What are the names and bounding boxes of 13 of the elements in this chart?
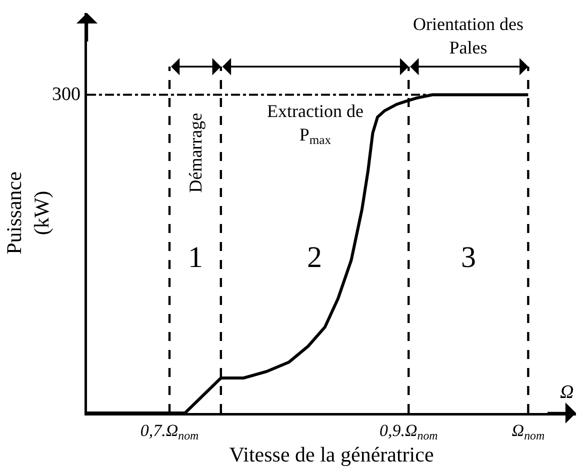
annotation: Ω bbox=[560, 382, 574, 403]
y-axis-title: Puissance (kW) bbox=[2, 172, 54, 254]
text: Orientation des Pales bbox=[413, 14, 524, 58]
x-axis-title: Vitesse de la génératrice bbox=[229, 442, 434, 466]
annotation: 2 bbox=[307, 241, 322, 274]
x-tick-label: Ω$_{nom}$ bbox=[512, 420, 545, 442]
annotation: 1 bbox=[188, 241, 203, 274]
x-tick-label: 0,7.Ω$_{nom}$ bbox=[140, 420, 200, 442]
annotation: Extraction de P$_{max}$ bbox=[267, 101, 364, 148]
annotation: Démarrage bbox=[186, 112, 206, 193]
x-tick-label: 0,9.Ω$_{nom}$ bbox=[379, 420, 438, 442]
annotation: 3 bbox=[461, 241, 476, 274]
text: 300 bbox=[52, 84, 80, 105]
